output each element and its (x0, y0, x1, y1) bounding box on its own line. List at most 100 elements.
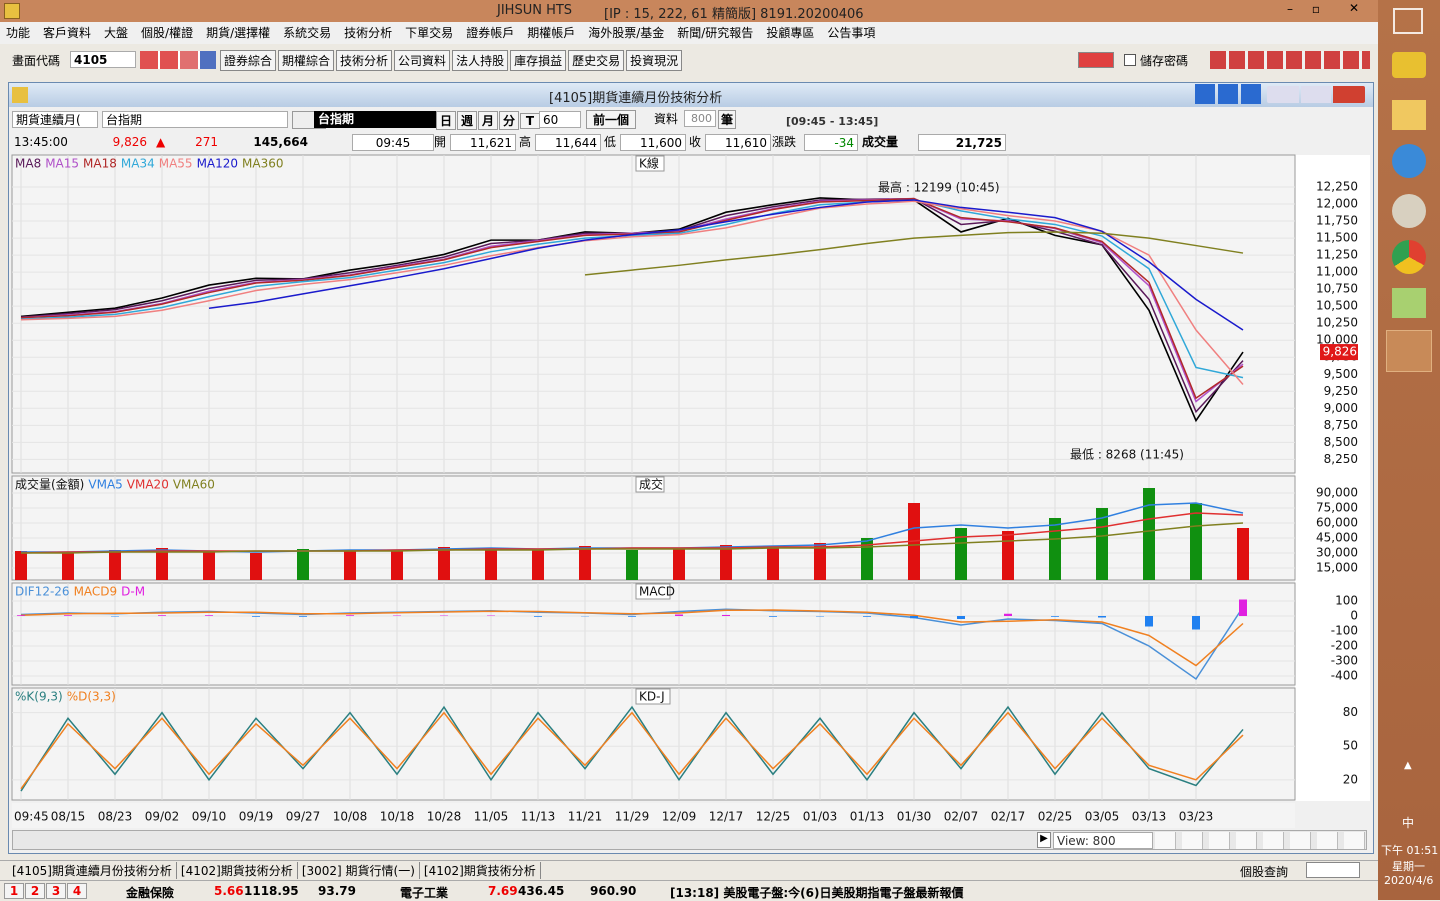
volume-bar (1049, 518, 1061, 580)
x-tick-label: 01/30 (897, 810, 932, 824)
tab[interactable]: [4105]期貨連續月份技術分析 (8, 862, 177, 879)
panel-bg (12, 688, 1295, 800)
legend-entry: VMA5 (88, 478, 122, 492)
clock-time: 下午 01:51 (1381, 842, 1438, 858)
y-tick-label: 9,000 (1324, 401, 1358, 415)
y-tick-label: -200 (1331, 639, 1358, 653)
y-tick-label: 11,750 (1316, 214, 1358, 228)
y-tick-label: 60,000 (1316, 516, 1358, 530)
clock-date: 2020/4/6 (1384, 874, 1433, 887)
x-tick-label: 02/25 (1038, 810, 1073, 824)
volume-bar (955, 528, 967, 580)
volume-bar (438, 547, 450, 580)
legend-entry: MA8 (15, 157, 41, 171)
dm-bar (1239, 600, 1247, 617)
legend-entry: D-M (121, 585, 145, 599)
y-tick-label: 10,250 (1316, 316, 1358, 330)
dm-bar (722, 615, 730, 616)
x-tick-label: 03/23 (1179, 810, 1214, 824)
volume-bar (203, 552, 215, 580)
dm-bar (1145, 616, 1153, 627)
dm-bar (205, 615, 213, 616)
dm-bar (675, 615, 683, 617)
legend-entry: MA120 (197, 157, 238, 171)
x-tick-label: 01/13 (850, 810, 885, 824)
y-tick-label: 50 (1343, 739, 1358, 753)
start-icon[interactable] (1393, 8, 1423, 34)
volume-bar (579, 546, 591, 580)
dm-bar (346, 615, 354, 616)
x-tick-label: 12/17 (709, 810, 744, 824)
s2-value: 960.90 (590, 884, 636, 898)
volume-bar (62, 553, 74, 580)
y-tick-label: 15,000 (1316, 561, 1358, 575)
volume-bar (532, 549, 544, 580)
tab[interactable]: [4102]期貨技術分析 (177, 862, 298, 879)
volume-bar (109, 550, 121, 580)
x-tick-label: 09/27 (286, 810, 321, 824)
x-tick-label: 09/19 (239, 810, 274, 824)
dm-bar (534, 616, 542, 617)
paint-shortcut[interactable] (1392, 194, 1426, 228)
app-shortcut[interactable] (1392, 52, 1426, 78)
notes-shortcut[interactable] (1392, 288, 1426, 318)
s2-index: 436.45 (518, 884, 564, 898)
dm-bar (17, 615, 25, 616)
volume-bar (250, 553, 262, 580)
s1-index: 1118.95 (244, 884, 299, 898)
tray-arrow[interactable]: ▲ (1404, 760, 1412, 771)
tab[interactable]: [4102]期貨技術分析 (420, 862, 541, 879)
y-tick-label: 11,500 (1316, 231, 1358, 245)
stock-query-input[interactable] (1306, 862, 1360, 878)
s2-change: 7.69 (488, 884, 518, 898)
volume-bar (767, 547, 779, 580)
explorer-shortcut[interactable] (1392, 100, 1426, 130)
news: [13:18] 美股電子盤:今(6)日美股期指電子盤最新報價 (670, 884, 963, 901)
x-tick-label: 10/28 (427, 810, 462, 824)
volume-bar (626, 550, 638, 580)
ie-shortcut[interactable] (1392, 144, 1426, 178)
tabs: [4105]期貨連續月份技術分析[4102]期貨技術分析[3002] 期貨行情(… (8, 862, 541, 879)
x-tick-label: 12/25 (756, 810, 791, 824)
x-tick-label: 02/17 (991, 810, 1026, 824)
legend-entry: %K(9,3) (15, 690, 63, 704)
ime: 中 (1402, 814, 1414, 831)
y-tick-label: 100 (1335, 594, 1358, 608)
x-tick-label: 12/09 (662, 810, 697, 824)
dm-bar (64, 615, 72, 616)
volume-bar (1190, 503, 1202, 580)
x-tick-label: 09/10 (192, 810, 227, 824)
volume-bar (156, 548, 168, 580)
dm-bar (863, 616, 871, 617)
volume-bar (720, 545, 732, 580)
volume-bar (1002, 531, 1014, 580)
hts-shortcut[interactable] (1386, 330, 1432, 372)
volume-bar (391, 551, 403, 580)
sector2: 電子工業 (400, 884, 448, 901)
panel-title: 成交 (639, 477, 663, 492)
dm-bar (1192, 616, 1200, 630)
tab[interactable]: [3002] 期貨行情(一) (298, 862, 420, 879)
y-tick-label: 20 (1343, 772, 1358, 786)
clock-weekday: 星期一 (1392, 858, 1425, 874)
page-button[interactable]: 4 (67, 883, 87, 899)
y-tick-label: 11,000 (1316, 265, 1358, 279)
y-tick-label: -300 (1331, 654, 1358, 668)
y-tick-label: 45,000 (1316, 531, 1358, 545)
y-tick-label: 12,250 (1316, 180, 1358, 194)
y-tick-label: 8,750 (1324, 418, 1358, 432)
page-button[interactable]: 3 (46, 883, 66, 899)
x-tick-label: 01/03 (803, 810, 838, 824)
dm-bar (957, 616, 965, 619)
page-button[interactable]: 1 (4, 883, 24, 899)
page-button[interactable]: 2 (25, 883, 45, 899)
chart-icons[interactable] (1155, 832, 1365, 849)
scroll-right[interactable]: ▶ (1037, 832, 1051, 848)
x-tick-label: 08/23 (98, 810, 133, 824)
last-price: 9,826 (1323, 345, 1357, 359)
chrome-shortcut[interactable] (1392, 240, 1426, 274)
x-tick-label: 11/21 (568, 810, 603, 824)
volume-bar (297, 549, 309, 580)
panel-title: K線 (639, 156, 659, 171)
